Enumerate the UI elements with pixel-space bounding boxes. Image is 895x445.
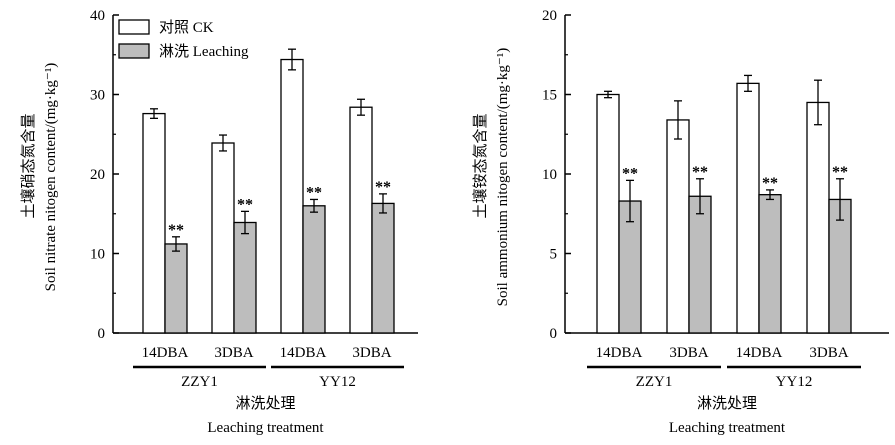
x-axis-title: Leaching treatment — [207, 420, 324, 436]
x-category-label: 3DBA — [809, 345, 848, 361]
y-tick-label: 10 — [90, 247, 105, 263]
significance-label: ** — [832, 164, 848, 181]
bar-ck-1 — [142, 112, 166, 334]
y-tick-label: 30 — [90, 88, 105, 104]
x-category-label: 3DBA — [214, 345, 253, 361]
x-category-label: 3DBA — [352, 345, 391, 361]
x-category-label: 14DBA — [736, 345, 783, 361]
chart-panel-2: 0 5 10 15 20 ** 14DBA ** 3DBA ** 14DBA ** 3DBA ZZY1 YY… — [471, 8, 889, 436]
bar-ck-3 — [280, 58, 304, 334]
y-tick-label: 20 — [90, 167, 105, 183]
y-tick-label: 10 — [542, 167, 557, 183]
bar-leaching-3 — [758, 194, 782, 334]
bar-leaching-1 — [164, 243, 188, 334]
bar-ck-1 — [596, 93, 620, 334]
bar-leaching-3 — [302, 205, 326, 334]
group-label: ZZY1 — [636, 374, 673, 390]
bar-leaching-2 — [233, 221, 257, 334]
x-category-label: 14DBA — [280, 345, 327, 361]
significance-label: ** — [692, 164, 708, 181]
bar-leaching-2 — [688, 195, 712, 334]
bar-ck-2 — [211, 142, 235, 334]
y-tick-label: 40 — [90, 8, 105, 24]
x-axis-title: Leaching treatment — [669, 420, 786, 436]
y-axis-title: Soil ammonium nitogen content/(mg·kg⁻¹) — [495, 48, 511, 307]
legend-swatch-leaching — [118, 43, 150, 59]
legend-label-leaching: 淋洗 Leaching — [159, 43, 249, 60]
significance-label: ** — [168, 222, 184, 239]
legend-swatch-ck — [118, 19, 150, 35]
y-axis-title-cn: 土壤铵态氮含量 — [471, 113, 489, 218]
y-tick-label: 15 — [542, 88, 557, 104]
group-label: ZZY1 — [181, 374, 218, 390]
x-category-label: 3DBA — [669, 345, 708, 361]
y-tick-label: 0 — [550, 326, 558, 342]
y-tick-label: 0 — [98, 326, 106, 342]
bar-ck-4 — [806, 101, 830, 334]
y-axis-title-cn: 土壤硝态氮含量 — [19, 113, 37, 218]
chart-panel-1: 0 10 20 30 40 ** 14DBA ** 3DBA ** 14DBA ** 3DBA ZZY1 Y… — [19, 8, 418, 436]
x-category-label: 14DBA — [596, 345, 643, 361]
significance-label: ** — [622, 165, 638, 182]
bar-leaching-4 — [371, 202, 395, 334]
y-tick-label: 20 — [542, 8, 557, 24]
legend: 对照 CK 淋洗 Leaching — [118, 19, 249, 60]
bar-ck-4 — [349, 106, 373, 334]
significance-label: ** — [762, 175, 778, 192]
legend-label-ck: 对照 CK — [159, 19, 214, 36]
group-label: YY12 — [776, 374, 813, 390]
significance-label: ** — [306, 184, 322, 201]
x-axis-title-cn: 淋洗处理 — [697, 395, 757, 412]
group-label: YY12 — [319, 374, 356, 390]
y-axis-title: Soil nitrate nitogen content/(mg·kg⁻¹) — [43, 63, 59, 292]
significance-label: ** — [237, 196, 253, 213]
y-tick-label: 5 — [550, 247, 558, 263]
significance-label: ** — [375, 179, 391, 196]
x-axis-title-cn: 淋洗处理 — [235, 395, 295, 412]
bar-ck-2 — [666, 119, 690, 334]
bar-ck-3 — [736, 82, 760, 334]
x-category-label: 14DBA — [142, 345, 189, 361]
